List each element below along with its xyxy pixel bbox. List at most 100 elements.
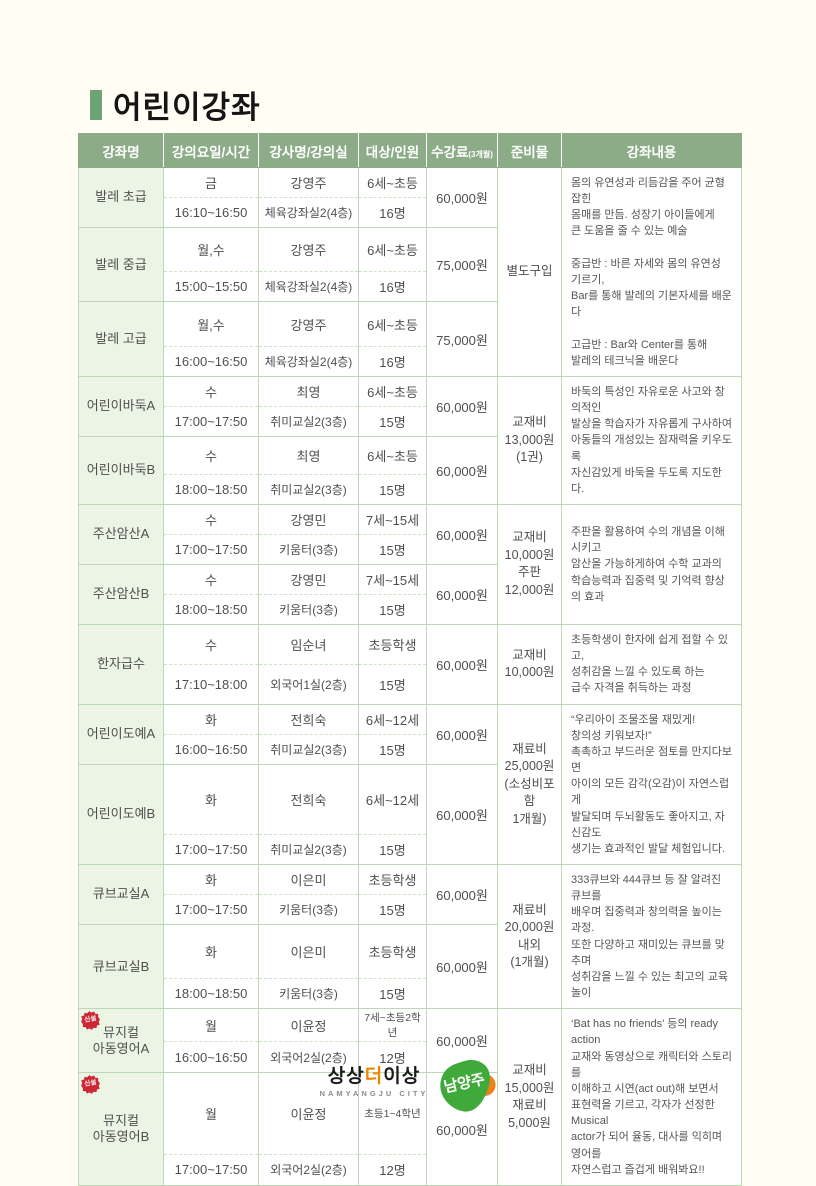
course-instructor-cell: 강영민 [258, 563, 359, 595]
course-target-cell: 초등학생 [358, 864, 427, 895]
course-time-cell: 18:00~18:50 [163, 978, 259, 1010]
course-instructor-cell: 강영주 [258, 301, 359, 347]
course-row-top: 어린이도예B 화 전희숙 6세~12세 60,000원 [78, 763, 742, 866]
course-name-cell: 발레 초급 [78, 167, 164, 228]
city-logo-subtitle: NAMYANGJU CITY [319, 1089, 429, 1098]
course-row-bottom: 18:00~18:50 키움터(3층) 15명 [79, 978, 742, 1010]
course-day-cell: 월 [163, 1008, 259, 1043]
course-time-cell: 17:10~18:00 [163, 663, 259, 705]
course-room-cell: 키움터(3층) [258, 533, 359, 565]
course-room-cell: 취미교실2(3층) [258, 473, 359, 505]
course-capacity-cell: 15명 [358, 733, 427, 765]
course-description-cell: 초등학생이 한자에 쉽게 접할 수 있고, 성취감을 느낄 수 있도록 하는 급… [561, 623, 742, 705]
course-materials-cell: 재료비 25,000원 (소성비포함 1개월) [497, 703, 562, 866]
course-row-top: 발레 초급 금 강영주 6세~초등 60,000원 별도구입 몸의 유연성과 리듬감을 주어… [78, 167, 742, 377]
course-day-cell: 월 [163, 1072, 259, 1155]
title-accent-bar [90, 89, 102, 120]
course-fee-cell: 60,000원 [426, 623, 498, 705]
course-time-cell: 17:00~17:50 [163, 533, 259, 565]
new-badge: 신설 [80, 1010, 101, 1031]
course-instructor-cell: 이은미 [258, 864, 359, 895]
course-fee-cell: 60,000원 [426, 923, 498, 1010]
city-logo: 상상더이상 NAMYANGJU CITY 남양주 [320, 1058, 497, 1122]
course-target-cell: 7세~15세 [358, 503, 427, 535]
course-materials-cell: 교재비 15,000원 재료비 5,000원 [497, 1008, 562, 1186]
course-room-cell: 취미교실2(3층) [258, 733, 359, 765]
course-capacity-cell: 12명 [358, 1153, 427, 1186]
course-day-cell: 수 [163, 435, 259, 475]
course-fee-cell: 75,000원 [426, 301, 498, 377]
course-name-cell: 신설 뮤지컬 아동영어B [78, 1072, 164, 1186]
course-row-bottom: 17:10~18:00 외국어1실(2층) 15명 [79, 663, 742, 705]
course-row-top: 큐브교실B 화 이은미 초등학생 60,000원 [78, 923, 742, 1010]
course-instructor-cell: 강영주 [258, 226, 359, 273]
column-header-1: 강좌명 [78, 133, 164, 168]
course-description-cell: ‘Bat has no friends’ 등의 ready action 교재와… [561, 1008, 742, 1186]
course-room-cell: 체육강좌실2(4층) [258, 271, 359, 303]
brand-text-1: 상상 [327, 1066, 365, 1087]
course-time-cell: 17:00~17:50 [163, 1153, 259, 1186]
course-capacity-cell: 16명 [358, 271, 427, 303]
course-materials-cell: 교재비 10,000원 [497, 623, 562, 705]
course-room-cell: 외국어1실(2층) [258, 663, 359, 705]
course-instructor-cell: 이윤정 [258, 1008, 359, 1043]
course-time-cell: 18:00~18:50 [163, 593, 259, 625]
course-day-cell: 화 [163, 763, 259, 836]
course-row-bottom: 17:00~17:50 취미교실2(3층) 15명 [79, 405, 742, 437]
course-day-cell: 화 [163, 864, 259, 895]
course-description-cell: 주판을 활용하여 수의 개념을 이해시키고 암산을 가능하게하여 수학 교과의 … [561, 503, 742, 625]
column-header-6: 준비물 [497, 133, 562, 168]
course-target-cell: 6세~초등 [358, 375, 427, 407]
course-table-container: 강좌명 강의요일/시간 강사명/강의실 대상/인원 수강료(3개월) 준비물 강좌내용 발레… [78, 133, 742, 1186]
course-time-cell: 16:00~16:50 [163, 1041, 259, 1074]
course-day-cell: 금 [163, 167, 259, 198]
brand-text-2: 더 [364, 1066, 384, 1087]
course-row-top: 어린이도예A 화 전희숙 6세~12세 60,000원 재료비 25,000원 (소성비포… [78, 703, 742, 866]
course-time-cell: 16:00~16:50 [163, 733, 259, 765]
course-time-cell: 18:00~18:50 [163, 473, 259, 505]
course-row-bottom: 16:00~16:50 외국어2실(2층) 12명 [79, 1041, 742, 1074]
course-materials-cell: 재료비 20,000원 내외 (1개월) [497, 863, 562, 1010]
course-room-cell: 키움터(3층) [258, 894, 359, 925]
course-row-bottom: 16:10~16:50 체육강좌실2(4층) 16명 [79, 197, 742, 228]
course-capacity-cell: 15명 [358, 894, 427, 925]
course-instructor-cell: 이윤정 [258, 1072, 359, 1155]
course-instructor-cell: 전희숙 [258, 763, 359, 836]
course-materials-cell: 교재비 10,000원 주판 12,000원 [497, 503, 562, 625]
course-target-cell: 7세~초등2학년 [358, 1008, 427, 1043]
course-fee-cell: 60,000원 [426, 503, 498, 565]
course-capacity-cell: 15명 [358, 473, 427, 505]
course-time-cell: 16:10~16:50 [163, 197, 259, 228]
course-room-cell: 키움터(3층) [258, 978, 359, 1010]
course-day-cell: 화 [163, 703, 259, 735]
course-capacity-cell: 15명 [358, 978, 427, 1010]
table-header-row: 강좌명 강의요일/시간 강사명/강의실 대상/인원 수강료(3개월) 준비물 강좌내용 [78, 133, 742, 168]
course-target-cell: 6세~초등 [358, 435, 427, 475]
column-header-7: 강좌내용 [561, 133, 742, 168]
course-instructor-cell: 강영민 [258, 503, 359, 535]
course-day-cell: 수 [163, 503, 259, 535]
course-fee-cell: 60,000원 [426, 864, 498, 925]
course-name-cell: 어린이도예A [78, 703, 164, 765]
course-day-cell: 월,수 [163, 226, 259, 273]
city-emblem-icon: 남양주 [440, 1060, 496, 1112]
course-row-top: 주산암산B 수 강영민 7세~15세 60,000원 [78, 563, 742, 625]
course-row-top: 주산암산A 수 강영민 7세~15세 60,000원 교재비 10,000원 주판 12,… [78, 503, 742, 625]
course-row-top: 발레 고급 월,수 강영주 6세~초등 75,000원 [78, 301, 742, 377]
course-instructor-cell: 최영 [258, 375, 359, 407]
course-row-top: 발레 중급 월,수 강영주 6세~초등 75,000원 [78, 226, 742, 303]
course-fee-cell: 60,000원 [426, 1008, 498, 1074]
course-name-cell: 어린이바둑B [78, 435, 164, 505]
course-materials-cell: 별도구입 [497, 167, 562, 377]
course-name-cell: 발레 중급 [78, 226, 164, 303]
page-title-text: 어린이강좌 [113, 90, 261, 125]
course-room-cell: 외국어2실(2층) [258, 1153, 359, 1186]
course-row-top: 어린이바둑B 수 최영 6세~초등 60,000원 [78, 435, 742, 505]
course-fee-cell: 75,000원 [426, 226, 498, 303]
course-name-cell: 주산암산B [78, 563, 164, 625]
course-instructor-cell: 임순녀 [258, 623, 359, 665]
course-target-cell: 6세~초등 [358, 167, 427, 198]
course-row-top: 어린이바둑A 수 최영 6세~초등 60,000원 교재비 13,000원 (1권) 바둑의… [78, 375, 742, 505]
course-time-cell: 17:00~17:50 [163, 834, 259, 865]
course-instructor-cell: 최영 [258, 435, 359, 475]
